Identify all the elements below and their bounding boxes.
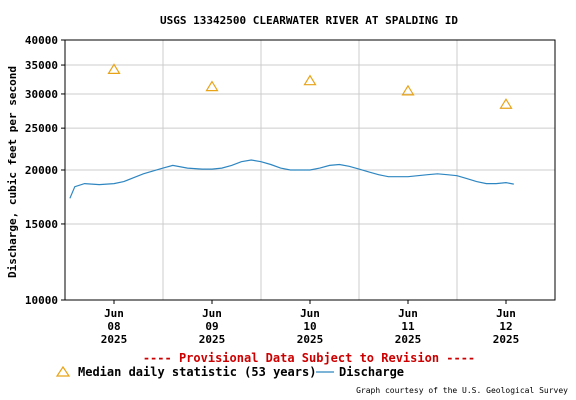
- x-tick-label: Jun: [300, 307, 320, 320]
- x-tick-label: 2025: [101, 333, 128, 346]
- series-layer: [69, 63, 514, 199]
- x-axis-ticks: Jun082025Jun092025Jun102025Jun112025Jun1…: [101, 300, 520, 346]
- x-tick-label: 2025: [395, 333, 422, 346]
- y-axis-ticks: 40000 35000 30000 25000 20000 15000 10000: [25, 34, 65, 307]
- y-axis-label: Discharge, cubic feet per second: [6, 66, 19, 278]
- y-tick-label: 30000: [25, 88, 58, 101]
- x-tick-label: Jun: [104, 307, 124, 320]
- median-point: [401, 84, 415, 96]
- usgs-credit: Graph courtesy of the U.S. Geological Su…: [356, 386, 568, 395]
- x-tick-label: 11: [401, 320, 415, 333]
- legend: Median daily statistic (53 years) Discha…: [55, 365, 404, 379]
- y-tick-label: 15000: [25, 218, 58, 231]
- median-point: [107, 63, 121, 74]
- y-tick-label: 35000: [25, 59, 58, 72]
- median-point: [499, 98, 513, 109]
- median-point: [205, 80, 219, 92]
- y-tick-label: 25000: [25, 122, 58, 135]
- x-tick-label: 08: [107, 320, 120, 333]
- provisional-notice: ---- Provisional Data Subject to Revisio…: [143, 351, 475, 365]
- x-tick-label: 10: [303, 320, 316, 333]
- median-point: [303, 74, 317, 86]
- x-tick-label: 12: [499, 320, 512, 333]
- legend-median-label: Median daily statistic (53 years): [78, 365, 316, 379]
- x-tick-label: Jun: [202, 307, 222, 320]
- discharge-line: [69, 159, 514, 199]
- x-tick-label: Jun: [496, 307, 516, 320]
- legend-discharge-label: Discharge: [339, 365, 404, 379]
- y-tick-label: 40000: [25, 34, 58, 47]
- y-tick-label: 20000: [25, 164, 58, 177]
- x-tick-label: 2025: [493, 333, 520, 346]
- x-tick-label: 2025: [199, 333, 226, 346]
- legend-median-triangle-icon: [55, 365, 71, 377]
- x-tick-label: 09: [205, 320, 218, 333]
- y-tick-label: 10000: [25, 294, 58, 307]
- chart-title: USGS 13342500 CLEARWATER RIVER AT SPALDI…: [160, 14, 458, 27]
- x-tick-label: Jun: [398, 307, 418, 320]
- x-tick-label: 2025: [297, 333, 324, 346]
